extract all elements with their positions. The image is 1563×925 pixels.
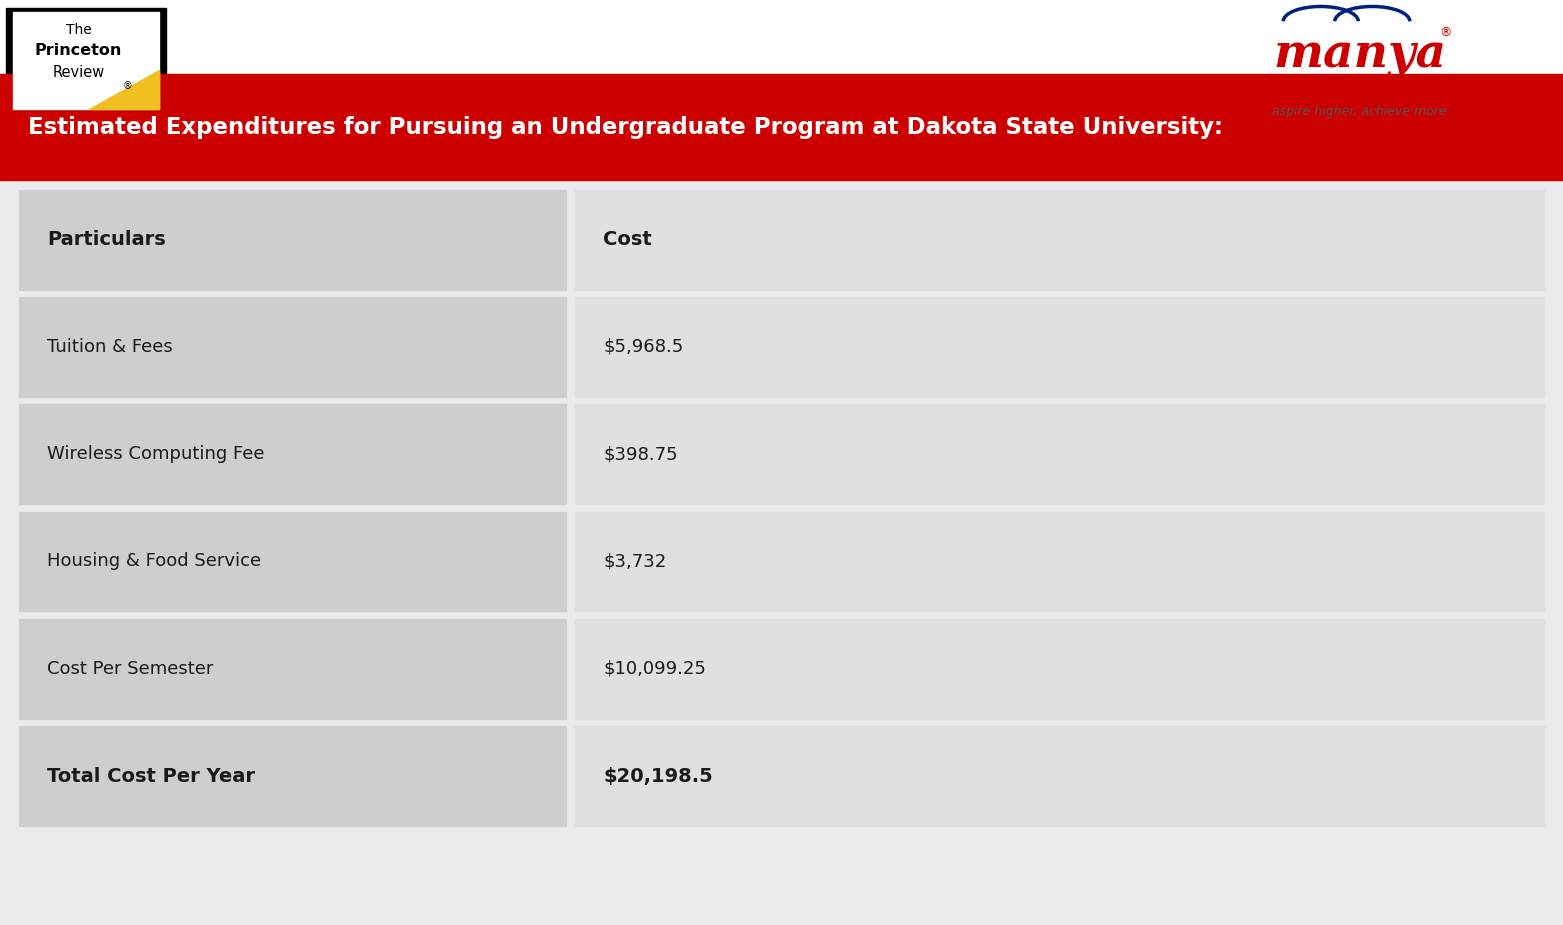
Bar <box>0 61 1563 75</box>
Text: aspire higher, achieve more: aspire higher, achieve more <box>1272 105 1447 117</box>
Bar <box>19 404 566 504</box>
Bar <box>0 74 1563 180</box>
Text: ®: ® <box>122 80 131 91</box>
Text: Estimated Expenditures for Pursuing an Undergraduate Program at Dakota State Uni: Estimated Expenditures for Pursuing an U… <box>28 116 1224 139</box>
Text: The: The <box>66 22 92 36</box>
Bar <box>575 619 1544 719</box>
Bar <box>575 404 1544 504</box>
Bar <box>13 12 159 109</box>
Text: ®: ® <box>1440 26 1452 39</box>
Text: $398.75: $398.75 <box>603 445 678 463</box>
Bar <box>19 512 566 611</box>
Bar <box>19 297 566 397</box>
Text: Cost: Cost <box>603 230 652 249</box>
Bar <box>575 512 1544 611</box>
Text: $3,732: $3,732 <box>603 552 666 571</box>
Text: Cost Per Semester: Cost Per Semester <box>47 660 213 678</box>
Text: $20,198.5: $20,198.5 <box>603 767 713 785</box>
Text: $5,968.5: $5,968.5 <box>603 338 683 356</box>
Bar <box>575 297 1544 397</box>
Text: Wireless Computing Fee: Wireless Computing Fee <box>47 445 264 463</box>
Text: $10,099.25: $10,099.25 <box>603 660 706 678</box>
Text: Housing & Food Service: Housing & Food Service <box>47 552 261 571</box>
Text: Review: Review <box>53 65 105 80</box>
Bar <box>0 180 1563 925</box>
Text: Tuition & Fees: Tuition & Fees <box>47 338 172 356</box>
Bar <box>575 190 1544 290</box>
Text: Total Cost Per Year: Total Cost Per Year <box>47 767 255 785</box>
Bar <box>0 0 1563 74</box>
Bar <box>19 619 566 719</box>
Bar <box>0 0 1563 74</box>
Text: manya: manya <box>1274 32 1446 79</box>
Bar <box>575 726 1544 826</box>
Text: Particulars: Particulars <box>47 230 166 249</box>
Bar <box>19 190 566 290</box>
Text: Princeton: Princeton <box>34 43 122 58</box>
Bar <box>6 8 166 113</box>
Polygon shape <box>89 70 159 109</box>
Bar <box>19 726 566 826</box>
